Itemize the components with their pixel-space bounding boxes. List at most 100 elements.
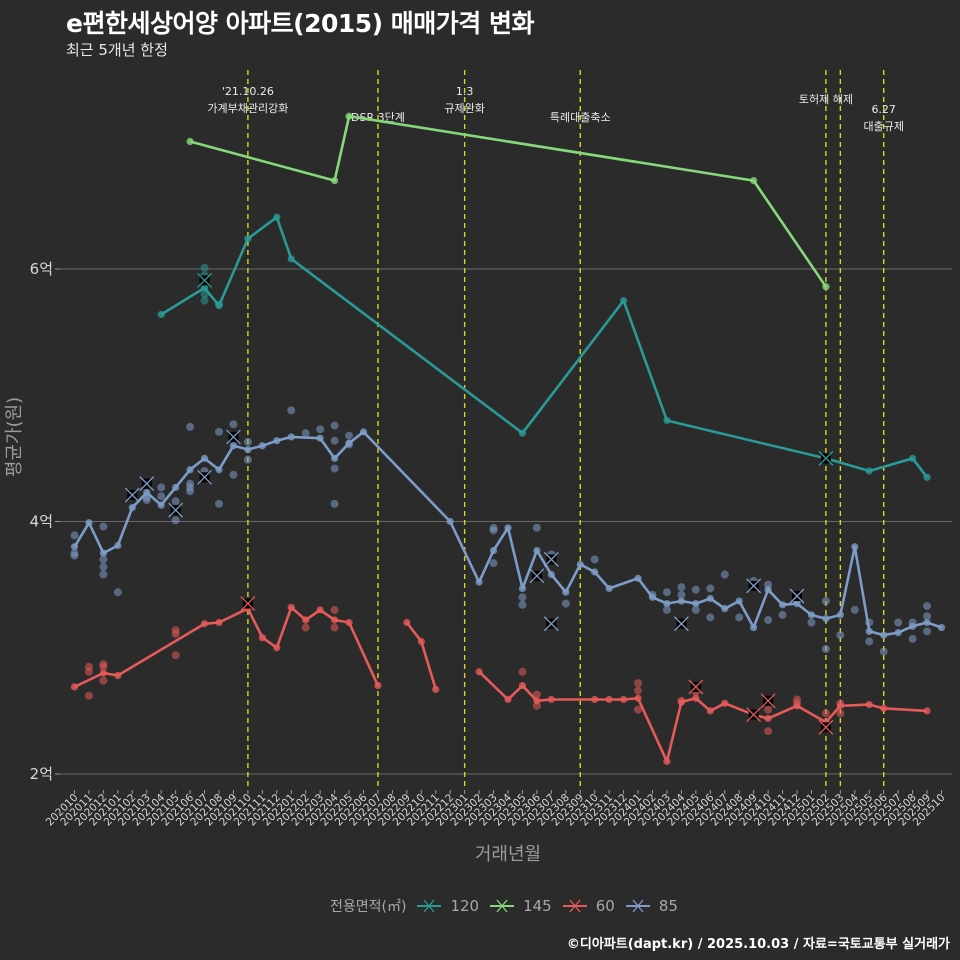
- legend-item-145[interactable]: 145: [489, 897, 552, 915]
- series-point: [547, 570, 555, 579]
- scatter-point: [764, 615, 773, 624]
- scatter-point: [923, 602, 932, 611]
- scatter-point: [561, 599, 570, 608]
- chart-subtitle: 최근 5개년 한정: [66, 41, 168, 59]
- scatter-point: [923, 612, 932, 621]
- scatter-point: [316, 425, 325, 434]
- legend: 전용면적(㎡) 120 145 60 85: [330, 896, 688, 916]
- series-point: [215, 302, 223, 310]
- cancelled-marker: [760, 693, 776, 709]
- series-point: [937, 623, 946, 632]
- series-point: [331, 454, 339, 462]
- series-point: [663, 416, 671, 425]
- scatter-point: [200, 296, 209, 305]
- series-point: [374, 682, 382, 690]
- series-point: [70, 683, 79, 691]
- cancelled-marker: [225, 429, 241, 445]
- scatter-point: [99, 562, 108, 571]
- series-point: [244, 235, 252, 243]
- scatter-point: [850, 605, 859, 614]
- series-point: [258, 634, 266, 642]
- scatter-point: [677, 590, 686, 599]
- series-line: [73, 430, 942, 637]
- series-point: [533, 546, 541, 555]
- scatter-point: [229, 470, 238, 479]
- series-point: [634, 694, 642, 702]
- scatter-point: [821, 709, 830, 718]
- series-85: [70, 406, 946, 656]
- series-point: [576, 560, 584, 569]
- cancelled-marker: [818, 719, 834, 735]
- series-point: [721, 699, 729, 707]
- series-point: [114, 671, 122, 680]
- series-point: [677, 597, 686, 605]
- x-axis: 2020102020112020122021012021022021032021…: [44, 790, 948, 828]
- scatter-point: [489, 559, 498, 568]
- scatter-point: [634, 679, 643, 688]
- scatter-point: [330, 464, 339, 473]
- cancelled-marker: [746, 707, 762, 723]
- scatter-point: [518, 667, 527, 676]
- legend-label: 120: [450, 897, 480, 915]
- policy-annotation: 규제완화: [444, 102, 484, 115]
- series-120: [157, 213, 931, 481]
- scatter-point: [171, 497, 180, 506]
- scatter-point: [330, 623, 339, 632]
- legend-item-60[interactable]: 60: [562, 897, 615, 915]
- cancelled-marker: [124, 487, 140, 503]
- series-point: [186, 466, 194, 474]
- series-point: [229, 442, 238, 450]
- series-point: [663, 599, 671, 608]
- series-point: [200, 284, 209, 292]
- policy-annotation: 가계부채관리강화: [207, 102, 288, 115]
- scatter-point: [807, 618, 816, 627]
- scatter-point: [200, 263, 209, 272]
- series-point: [880, 704, 888, 712]
- series-point: [880, 631, 888, 639]
- cancelled-marker: [543, 616, 559, 632]
- scatter-point: [215, 427, 223, 436]
- series-point: [316, 434, 324, 442]
- series-point: [634, 574, 642, 582]
- series-point: [648, 593, 657, 601]
- scatter-point: [706, 584, 715, 593]
- series-point: [706, 707, 714, 715]
- scatter-point: [229, 420, 238, 429]
- scatter-point: [720, 570, 729, 579]
- series-point: [331, 177, 339, 185]
- series-point: [822, 283, 830, 291]
- series-point: [504, 524, 512, 532]
- series-point: [489, 546, 498, 555]
- series-point: [200, 620, 209, 628]
- scatter-point: [157, 483, 166, 492]
- scatter-point: [691, 585, 700, 594]
- scatter-point: [186, 487, 195, 496]
- y-axis-title: 평균가(원): [4, 397, 25, 477]
- series-point: [793, 599, 801, 608]
- series-point: [258, 442, 266, 450]
- scatter-point: [157, 492, 166, 501]
- scatter-point: [764, 580, 773, 589]
- series-point: [836, 702, 844, 710]
- scatter-point: [113, 588, 122, 597]
- scatter-point: [301, 429, 310, 438]
- series-point: [359, 428, 368, 436]
- scatter-point: [99, 662, 108, 671]
- y-tick-label: 6억: [30, 260, 53, 278]
- scatter-point: [142, 496, 151, 505]
- scatter-point: [879, 647, 888, 656]
- legend-item-85[interactable]: 85: [625, 897, 678, 915]
- series-point: [157, 501, 165, 509]
- series-145: [186, 112, 830, 291]
- series-point: [778, 601, 787, 609]
- scatter-point: [215, 499, 223, 508]
- series-point: [822, 615, 830, 623]
- series-point: [591, 695, 599, 704]
- series-point: [909, 454, 917, 462]
- series-point: [475, 578, 483, 586]
- series-point: [475, 668, 483, 676]
- legend-item-120[interactable]: 120: [416, 897, 479, 915]
- series-point: [909, 622, 917, 630]
